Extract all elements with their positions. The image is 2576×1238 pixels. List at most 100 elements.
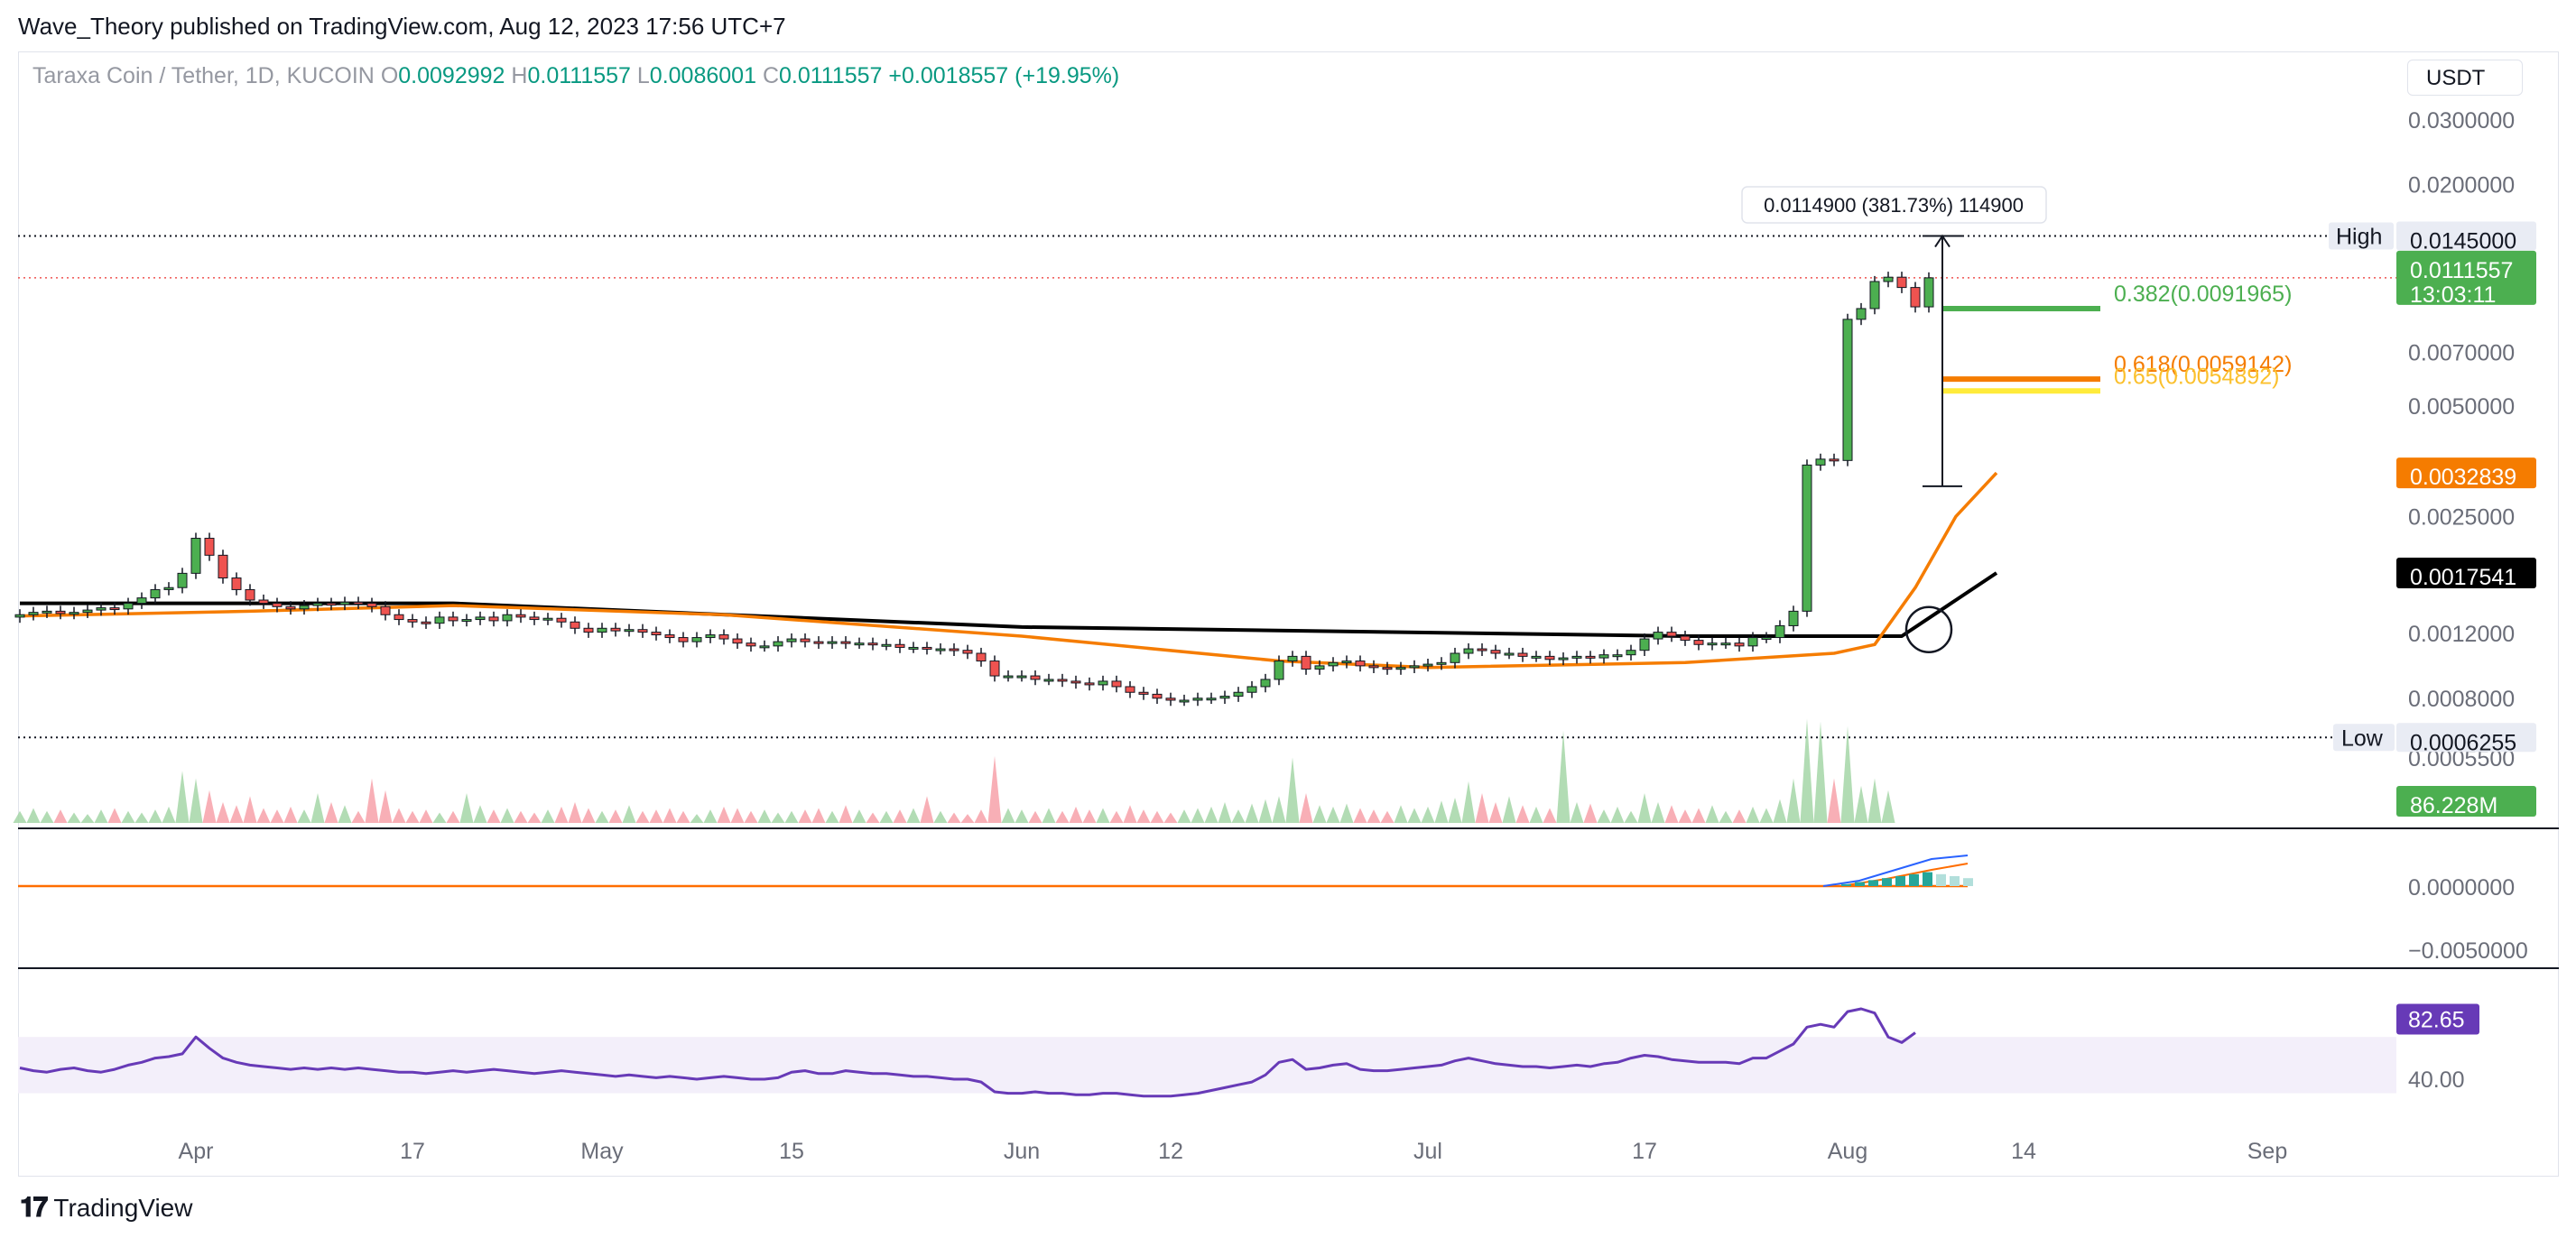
candle-body — [380, 605, 391, 615]
macd-histogram-bar — [1950, 876, 1960, 886]
volume-area — [310, 793, 325, 823]
volume-area — [784, 810, 799, 823]
candle-body — [1450, 652, 1460, 663]
macd-histogram-bar — [1895, 876, 1905, 886]
x-tick-label: 12 — [1158, 1139, 1183, 1164]
volume-area — [1691, 808, 1706, 823]
volume-area — [744, 810, 758, 823]
candle-body — [949, 648, 959, 651]
volume-area — [229, 805, 244, 823]
candle-body — [1802, 464, 1812, 612]
candle-body — [1341, 661, 1352, 664]
candle-body — [624, 629, 635, 633]
candle-body — [1517, 652, 1528, 657]
volume-area — [1055, 810, 1070, 823]
volume-area — [446, 810, 460, 823]
volume-area — [324, 801, 338, 823]
macd-histogram-bar — [1963, 878, 1973, 886]
candle-body — [1043, 679, 1054, 682]
volume-area — [1881, 790, 1895, 823]
volume-area — [162, 806, 176, 823]
candle-body — [14, 614, 25, 618]
volume-area — [1475, 793, 1489, 823]
macd-tick-label: −0.0050000 — [2408, 938, 2528, 964]
candle-body — [542, 617, 553, 621]
candle-body — [488, 616, 499, 622]
volume-area — [419, 809, 433, 823]
candle-body — [1328, 661, 1339, 667]
candle-body — [96, 607, 107, 611]
x-tick-label: 17 — [400, 1139, 425, 1164]
volume-area — [1800, 718, 1814, 823]
volume-area — [1543, 808, 1557, 823]
tradingview-logo-icon: 𝟏𝟕 — [20, 1193, 48, 1223]
candle-body — [366, 603, 377, 607]
candle-body — [637, 629, 648, 633]
candle-body — [1626, 650, 1636, 656]
candle-body — [1896, 276, 1907, 289]
candle-body — [1003, 675, 1014, 679]
macd-histogram-bar — [1841, 883, 1851, 886]
candle-body — [502, 614, 513, 622]
volume-area — [256, 808, 271, 823]
candle-body — [827, 641, 838, 644]
volume-area — [960, 814, 975, 823]
candle-body — [1923, 277, 1934, 308]
candle-body — [42, 610, 52, 614]
volume-area — [1069, 806, 1083, 823]
high-value-badge-bg — [2396, 221, 2536, 251]
candle-body — [1016, 675, 1027, 679]
candle-body — [1788, 610, 1799, 626]
volume-area — [1637, 793, 1652, 823]
y-tick-label: 0.0025000 — [2408, 504, 2515, 530]
volume-area — [811, 808, 826, 823]
x-tick-label: 15 — [779, 1139, 804, 1164]
candle-body — [1680, 635, 1691, 642]
candle-body — [1246, 686, 1257, 693]
candle-body — [1287, 655, 1298, 662]
x-tick-label: Jun — [1004, 1139, 1040, 1164]
volume-area — [1136, 809, 1151, 823]
volume-area — [1339, 803, 1354, 823]
volume-area — [947, 812, 961, 823]
legend-high: 0.0111557 — [527, 63, 631, 88]
candle-body — [258, 599, 269, 605]
volume-area — [1813, 721, 1828, 823]
candle-body — [1598, 654, 1609, 659]
volume-area — [297, 809, 311, 823]
candle-body — [894, 643, 905, 648]
volume-area — [500, 808, 514, 823]
candle-body — [1422, 663, 1433, 667]
x-tick-label: 14 — [2011, 1139, 2036, 1164]
volume-area — [920, 796, 934, 823]
volume-area — [365, 778, 379, 823]
volume-area — [270, 809, 284, 823]
volume-area — [1678, 809, 1692, 823]
volume-area — [1028, 810, 1042, 823]
volume-area — [554, 806, 569, 823]
candle-body — [326, 603, 337, 606]
candle-body — [339, 601, 350, 605]
volume-area — [1258, 799, 1273, 823]
candle-body — [1883, 276, 1894, 282]
macd-tick-label: 0.0000000 — [2408, 875, 2515, 901]
volume-area — [1461, 781, 1476, 823]
volume-area — [1218, 801, 1232, 823]
candle-body — [394, 614, 404, 621]
candle-body — [962, 650, 973, 654]
volume-area — [94, 809, 108, 823]
candle-body — [1057, 679, 1068, 682]
volume-area — [1854, 785, 1868, 823]
currency-button[interactable]: USDT — [2407, 60, 2523, 96]
candle-body — [448, 616, 459, 622]
fib-level-label: 0.382(0.0091965) — [2114, 282, 2292, 307]
footer-brand: 𝟏𝟕 TradingView — [20, 1193, 192, 1224]
volume-area — [893, 809, 907, 823]
publisher-line: Wave_Theory published on TradingView.com… — [18, 13, 786, 40]
volume-area — [13, 810, 27, 823]
high-value-badge: 0.0145000 — [2410, 229, 2516, 254]
volume-area — [622, 805, 636, 823]
candle-body — [813, 641, 824, 644]
volume-area — [879, 810, 894, 823]
